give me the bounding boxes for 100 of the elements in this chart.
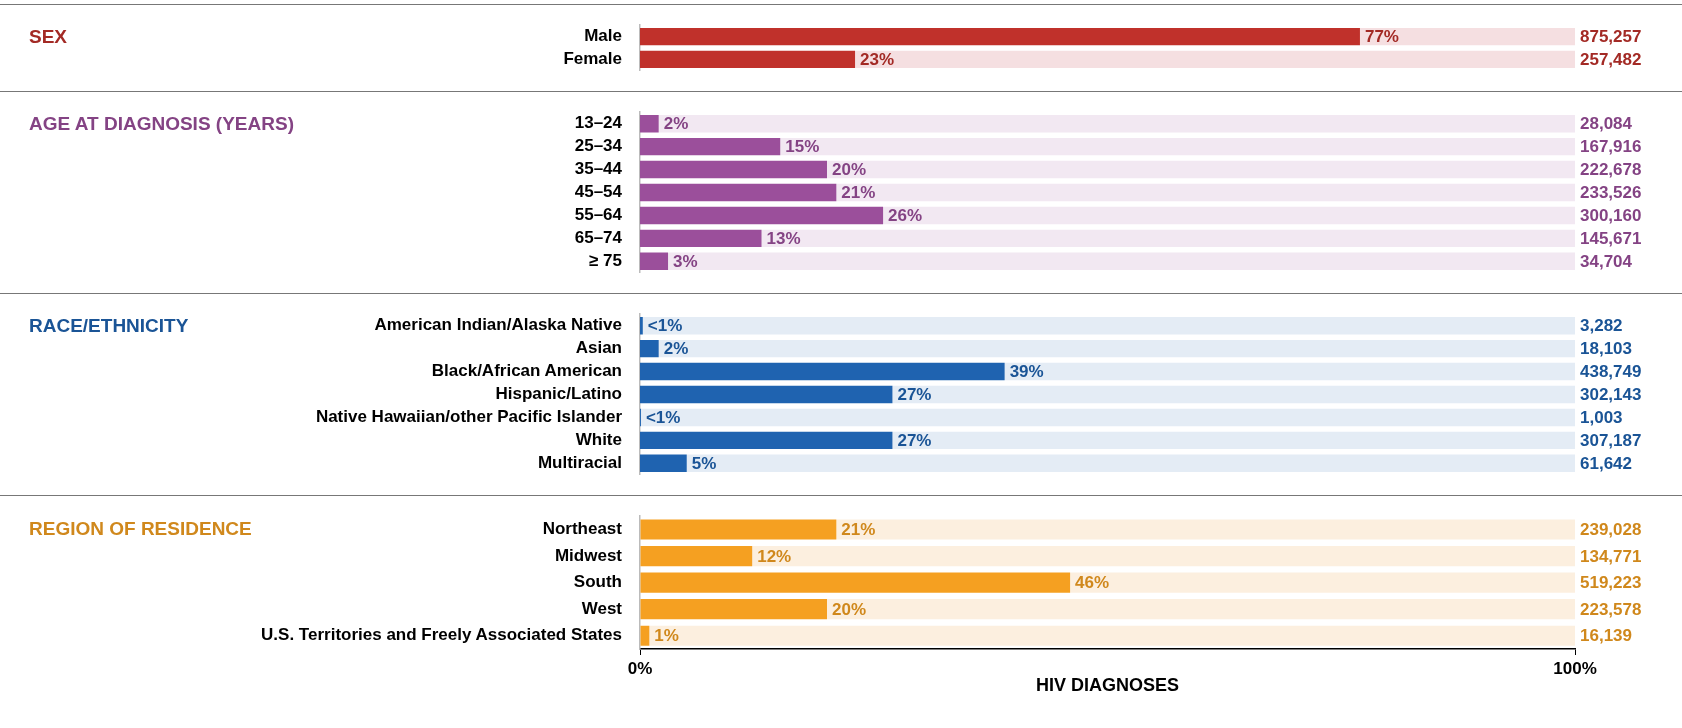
y-tick-label: Male bbox=[584, 26, 622, 46]
text: 34,704 bbox=[1580, 252, 1633, 272]
y-tick-label: 65–74 bbox=[574, 228, 623, 248]
data-label: 21% bbox=[841, 520, 876, 540]
y-axis-title: SEX bbox=[29, 25, 68, 48]
bar bbox=[827, 160, 1575, 179]
y-axis-title: AGE AT DIAGNOSIS (YEARS) bbox=[29, 112, 294, 135]
text: 28,084 bbox=[1580, 114, 1633, 134]
data-label: 2% bbox=[663, 339, 689, 359]
text: 239,028 bbox=[1580, 520, 1642, 540]
y-tick-label: Midwest bbox=[554, 545, 623, 565]
bar bbox=[640, 160, 827, 179]
data-label: <1% bbox=[645, 408, 681, 428]
y-tick-label: West bbox=[581, 598, 623, 618]
data-label: 27% bbox=[897, 385, 932, 405]
y-tick-label: 55–64 bbox=[574, 205, 623, 225]
bar bbox=[640, 454, 687, 473]
text: 302,143 bbox=[1580, 385, 1642, 405]
data-label: <1% bbox=[647, 316, 683, 336]
text: 519,223 bbox=[1580, 573, 1642, 593]
text: 3,282 bbox=[1580, 316, 1623, 336]
bar bbox=[640, 385, 893, 404]
bar bbox=[1004, 362, 1575, 381]
y-tick-label: 13–24 bbox=[574, 113, 623, 133]
bar bbox=[640, 431, 893, 450]
bar bbox=[642, 316, 1575, 335]
y-tick-label: ≥ 75 bbox=[589, 251, 622, 271]
data-label: 1% bbox=[654, 626, 679, 646]
data-label: 5% bbox=[691, 454, 717, 474]
bar bbox=[836, 519, 1575, 540]
bar bbox=[752, 545, 1575, 567]
text: 875,257 bbox=[1580, 27, 1642, 47]
data-label: 27% bbox=[897, 431, 932, 451]
bar bbox=[640, 339, 659, 358]
bar bbox=[761, 229, 1575, 248]
bar bbox=[640, 137, 781, 156]
bar bbox=[640, 362, 1005, 381]
bar bbox=[640, 519, 837, 540]
text: 233,526 bbox=[1580, 183, 1642, 203]
bar bbox=[658, 339, 1575, 358]
x-tick-label: 100% bbox=[1553, 658, 1597, 678]
bar bbox=[780, 137, 1575, 156]
data-label: 21% bbox=[841, 183, 876, 203]
data-label: 26% bbox=[888, 206, 923, 226]
y-tick-label: Northeast bbox=[542, 519, 623, 539]
text: 145,671 bbox=[1580, 229, 1642, 249]
y-tick-label: Hispanic/Latino bbox=[495, 384, 622, 404]
bar bbox=[892, 385, 1575, 404]
y-tick-label: South bbox=[573, 572, 622, 592]
text: 300,160 bbox=[1580, 206, 1642, 226]
bar bbox=[640, 229, 762, 248]
y-tick-label: 35–44 bbox=[574, 159, 623, 179]
text: 134,771 bbox=[1580, 546, 1642, 566]
bar bbox=[649, 625, 1575, 646]
y-tick-label: Female bbox=[563, 49, 622, 69]
text: 257,482 bbox=[1580, 50, 1642, 70]
y-tick-label: 45–54 bbox=[574, 182, 623, 202]
data-label: 13% bbox=[766, 229, 801, 249]
bar bbox=[640, 408, 1575, 427]
data-label: 23% bbox=[860, 50, 895, 70]
y-tick-label: Multiracial bbox=[537, 453, 622, 473]
data-label: 39% bbox=[1009, 362, 1044, 382]
text: 307,187 bbox=[1580, 431, 1642, 451]
y-tick-label: Native Hawaiian/other Pacific Islander bbox=[315, 407, 623, 427]
text: 222,678 bbox=[1580, 160, 1642, 180]
bar bbox=[640, 114, 659, 133]
data-label: 77% bbox=[1364, 27, 1399, 47]
bar bbox=[640, 316, 643, 335]
data-label: 46% bbox=[1075, 573, 1110, 593]
text: 167,916 bbox=[1580, 137, 1642, 157]
text: 18,103 bbox=[1580, 339, 1632, 359]
bar bbox=[836, 183, 1575, 202]
data-label: 12% bbox=[757, 546, 792, 566]
x-axis-title: HIV DIAGNOSES bbox=[1035, 675, 1180, 696]
bar bbox=[1070, 572, 1575, 593]
text: 61,642 bbox=[1580, 454, 1632, 474]
text: 438,749 bbox=[1580, 362, 1642, 382]
bar bbox=[827, 599, 1575, 620]
bar bbox=[640, 545, 753, 567]
text: 16,139 bbox=[1580, 626, 1632, 646]
y-tick-label: U.S. Territories and Freely Associated States bbox=[261, 625, 622, 645]
y-tick-label: Black/African American bbox=[431, 361, 622, 381]
bar bbox=[883, 206, 1575, 225]
bar bbox=[658, 114, 1575, 133]
y-axis-title: REGION OF RESIDENCE bbox=[29, 518, 252, 541]
bar bbox=[640, 206, 884, 225]
bar bbox=[668, 252, 1575, 271]
bar bbox=[892, 431, 1575, 450]
bar bbox=[640, 572, 1071, 593]
y-tick-label: Asian bbox=[575, 338, 622, 358]
bar bbox=[640, 252, 669, 271]
bar bbox=[640, 599, 827, 620]
data-label: 2% bbox=[663, 114, 689, 134]
y-tick-label: American Indian/Alaska Native bbox=[374, 315, 622, 335]
x-tick-label: 0% bbox=[627, 658, 653, 678]
bar bbox=[686, 454, 1575, 473]
y-axis-title: RACE/ETHNICITY bbox=[29, 314, 189, 337]
y-tick-label: 25–34 bbox=[574, 136, 623, 156]
bar bbox=[640, 183, 837, 202]
data-label: 20% bbox=[832, 160, 867, 180]
